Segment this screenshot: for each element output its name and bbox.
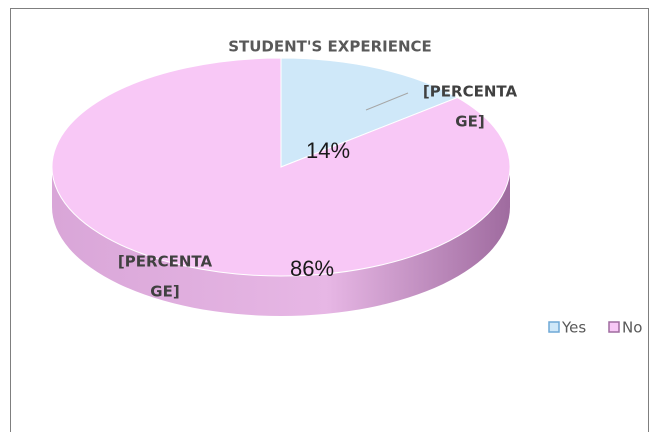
annotation: [PERCENTA	[423, 83, 518, 101]
pie-slice	[280, 57, 459, 168]
legend-swatch	[548, 321, 560, 333]
legend-swatch	[608, 321, 620, 333]
annotation: GE]	[455, 113, 484, 131]
data-label: 14%	[306, 138, 350, 163]
pie-side	[52, 167, 510, 316]
data-label: 86%	[290, 256, 334, 281]
chart-title: STUDENT'S EXPERIENCE	[228, 38, 432, 56]
annotation: [PERCENTA	[118, 253, 213, 271]
leader-line	[365, 92, 409, 111]
legend-label: Yes	[561, 319, 586, 337]
legend-label: No	[622, 319, 642, 337]
pie-slice	[51, 57, 511, 277]
annotation: GE]	[150, 283, 179, 301]
